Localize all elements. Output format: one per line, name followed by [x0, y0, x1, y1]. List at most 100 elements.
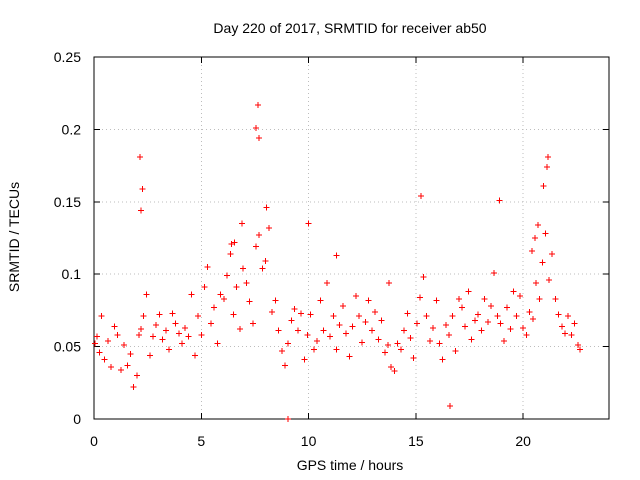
data-point [523, 332, 530, 339]
data-point [478, 327, 485, 334]
data-points-layer [92, 101, 584, 422]
data-point [465, 288, 472, 295]
data-point [230, 311, 237, 318]
data-point [140, 313, 147, 320]
data-point [96, 349, 103, 356]
data-point [233, 284, 240, 291]
data-point [462, 323, 469, 330]
data-point [150, 333, 157, 340]
data-point [204, 263, 211, 270]
data-point [239, 220, 246, 227]
data-point [562, 330, 569, 337]
data-point [539, 259, 546, 266]
data-point [333, 252, 340, 259]
data-point [394, 340, 401, 347]
data-point [372, 308, 379, 315]
data-point [386, 279, 393, 286]
y-axis-label: SRMTID / TECUs [6, 182, 22, 292]
data-point [339, 303, 346, 310]
data-point [288, 317, 295, 324]
data-point [420, 274, 427, 281]
data-point [439, 356, 446, 363]
data-point [124, 362, 131, 369]
y-tick-label-0-15: 0.15 [54, 194, 81, 210]
y-tick-label-0: 0 [73, 411, 81, 427]
data-point [436, 340, 443, 347]
data-point [278, 347, 285, 354]
data-point [487, 303, 494, 310]
data-point [533, 279, 540, 286]
data-point [330, 313, 337, 320]
data-point [336, 321, 343, 328]
data-point [433, 297, 440, 304]
data-point [304, 332, 311, 339]
data-point [549, 250, 556, 257]
data-point [228, 240, 235, 247]
data-point [378, 317, 385, 324]
data-point [327, 333, 334, 340]
data-point [111, 323, 118, 330]
data-point [265, 224, 272, 231]
data-point [565, 313, 572, 320]
data-point [484, 318, 491, 325]
data-point [552, 295, 559, 302]
data-point [255, 101, 262, 108]
data-point [195, 313, 202, 320]
data-point [138, 207, 145, 214]
data-point [172, 320, 179, 327]
data-point [98, 313, 105, 320]
x-tick-label-15: 15 [408, 433, 424, 449]
data-point [558, 323, 565, 330]
data-point [423, 313, 430, 320]
data-point [452, 347, 459, 354]
data-point [381, 349, 388, 356]
data-point [317, 297, 324, 304]
data-point [494, 313, 501, 320]
data-point [175, 330, 182, 337]
data-point [169, 310, 176, 317]
y-tick-labels: 0 0.05 0.1 0.15 0.2 0.25 [54, 49, 81, 427]
data-point [275, 327, 282, 334]
data-point [198, 332, 205, 339]
data-point [468, 336, 475, 343]
data-point [281, 362, 288, 369]
data-point [455, 295, 462, 302]
data-point [178, 340, 185, 347]
data-point [108, 363, 115, 370]
data-point [496, 197, 503, 204]
data-point [224, 272, 231, 279]
data-point [291, 305, 298, 312]
data-point [384, 342, 391, 349]
data-point [417, 294, 424, 301]
data-point [139, 185, 146, 192]
data-point [227, 250, 234, 257]
data-point [388, 363, 395, 370]
data-point [214, 340, 221, 347]
data-point [231, 239, 238, 246]
data-point [526, 308, 533, 315]
data-point [362, 318, 369, 325]
data-point [449, 313, 456, 320]
data-point [143, 291, 150, 298]
data-point [397, 346, 404, 353]
data-point [447, 402, 454, 409]
data-point [127, 350, 134, 357]
data-point [259, 265, 266, 272]
data-point [114, 332, 121, 339]
y-tick-label-0-1: 0.1 [62, 266, 82, 282]
data-point [349, 323, 356, 330]
data-point [391, 368, 398, 375]
data-point [471, 317, 478, 324]
data-point [294, 327, 301, 334]
data-point [310, 346, 317, 353]
data-point [375, 336, 382, 343]
data-point [368, 327, 375, 334]
data-point [491, 269, 498, 276]
data-point [536, 295, 543, 302]
data-point [185, 333, 192, 340]
data-point [481, 295, 488, 302]
data-point [446, 332, 453, 339]
data-point [459, 304, 466, 311]
data-point [101, 356, 108, 363]
